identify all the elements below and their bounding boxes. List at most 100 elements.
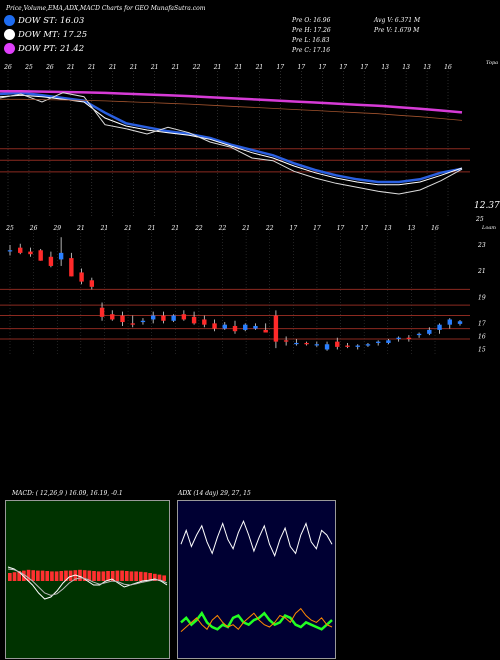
macd-line-signal [7,568,168,596]
candle [222,322,227,330]
price-date-label: 22 [265,225,274,232]
candle [447,318,452,329]
date-label: 21 [150,64,159,71]
macd-histogram-bar [120,570,124,581]
date-label: 21 [171,64,180,71]
candle [181,310,187,321]
macd-histogram-bar [96,571,101,581]
macd-histogram-bar [31,570,36,581]
date-label: 21 [87,64,96,71]
candle [437,323,442,334]
macd-histogram-bar [134,571,138,581]
candle [161,311,166,324]
date-label: 21 [129,64,138,71]
price-date-label: 29 [52,225,61,232]
price-y-tick: 15 [478,346,486,353]
prev-high: Pre H: 17.26 [292,27,331,34]
price-date-label: 21 [170,225,179,232]
candle-body [99,307,105,317]
macd-histogram-bar [54,571,59,581]
candle [314,341,320,347]
price-date-label: 21 [100,225,109,232]
candle [294,339,299,346]
date-label: 17 [339,64,347,71]
macd-histogram-bar [17,571,22,581]
macd-histogram-bar [59,571,64,581]
avg-volume: Avg V: 6.371 M [374,17,421,24]
ema-panel: 26 25 26 21 21 21 21 21 21 22 21 21 21 17 17 17 17 17 13 13… [0,60,500,223]
candle [232,320,238,334]
legend-dow-pt: DOW PT: 21.42 [4,43,84,54]
candle [69,252,74,277]
price-date-label: 13 [384,225,392,232]
candle-body [273,315,279,342]
date-label: 17 [360,64,368,71]
top-axis-tick: 25 [475,216,484,223]
candle-body [304,342,309,345]
top-right-label: Topa [486,60,498,66]
macd-histogram-bar [110,571,115,581]
candle-body [150,315,156,320]
candle [345,342,350,349]
candle-body [161,315,166,321]
macd-histogram-bar [148,573,152,581]
candle-body [130,323,135,325]
macd-histogram-bar [40,570,45,581]
candle [120,311,125,326]
date-label: 17 [318,64,326,71]
date-label: 17 [277,64,285,71]
ema-line-dow-st [0,91,463,184]
legend-dow-mt-swatch [4,29,15,40]
candle-body [243,324,248,330]
candle [28,247,33,257]
candle [191,311,197,325]
macd-histogram-bar [157,574,162,581]
macd-histogram-bar [152,573,157,581]
candle [7,245,13,256]
candle [283,336,289,346]
candle-body [294,342,299,345]
candle-body [324,344,330,350]
candle [38,248,43,261]
macd-histogram-bar [92,571,96,581]
price-date-label: 16 [431,225,439,232]
chart-title: Price,Volume,EMA,ADX,MACD Charts for GEO… [6,5,206,12]
price-date-label: 13 [408,225,416,232]
legend-dow-st: DOW ST: 16.03 [4,15,84,26]
date-label: 26 [45,64,54,71]
candle-body [38,250,43,261]
candle [99,302,105,321]
macd-histogram-bar [26,569,31,581]
date-label: 13 [423,64,431,71]
price-date-label: 17 [360,225,368,232]
candle [396,336,401,342]
candle-body [110,314,115,320]
date-label: 25 [24,64,33,71]
candle-body [181,314,187,320]
candle-body [212,323,217,329]
date-label: 21 [255,64,264,71]
candle [324,341,330,351]
candle-body [89,280,95,287]
date-label: 13 [381,64,389,71]
candle-body [7,250,13,252]
date-label: 22 [192,64,201,71]
macd-histogram-bar [73,570,78,581]
candle-body [232,325,238,332]
macd-histogram-bar [36,570,40,581]
candle [375,340,381,346]
candle-body [171,315,176,321]
candle [89,277,95,290]
candle [355,344,360,350]
price-date-label: 22 [194,225,203,232]
date-label: 16 [444,64,452,71]
macd-panel [5,500,170,659]
legend-dow-pt-label: DOW PT: 21.42 [18,43,85,54]
macd-histogram-bar [87,570,92,581]
legend-dow-pt-swatch [4,43,15,54]
candle-body [396,337,401,340]
candle-body [48,256,54,266]
candle [416,332,422,338]
candle-body [79,272,84,282]
price-date-label: 22 [218,225,227,232]
